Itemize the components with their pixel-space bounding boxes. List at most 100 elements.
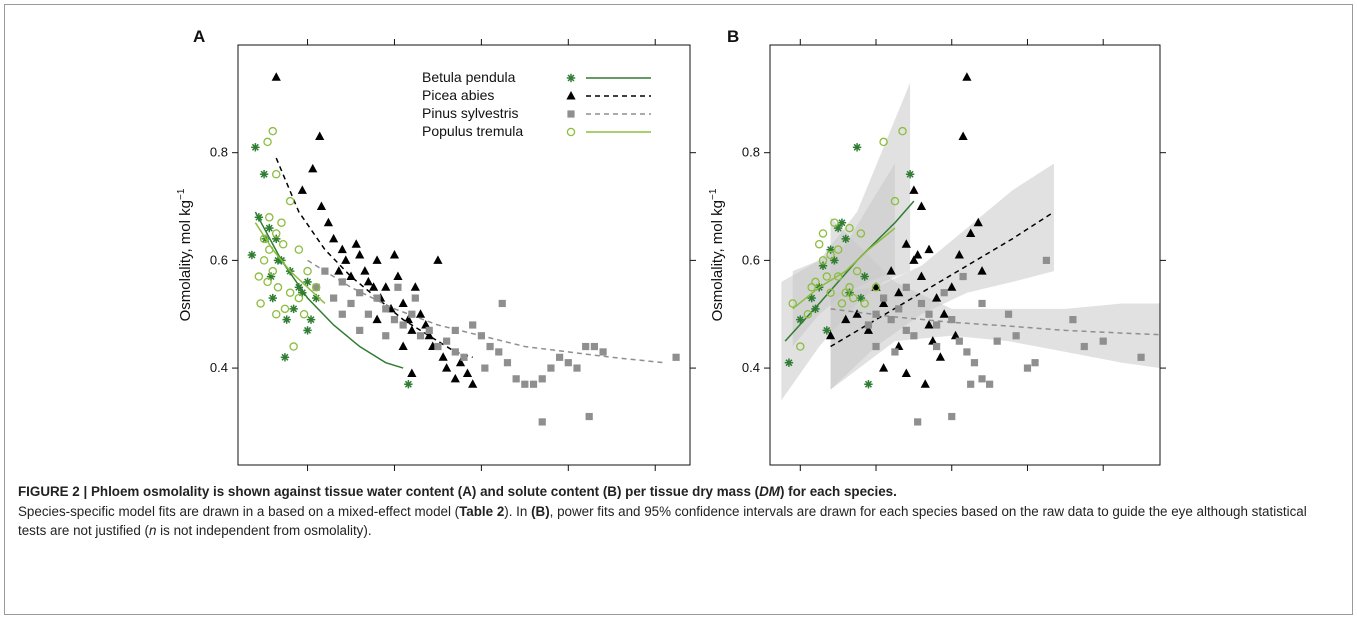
- data-point: [947, 282, 957, 291]
- data-point: [294, 245, 304, 254]
- data-point: [311, 283, 321, 292]
- data-point: [948, 412, 956, 421]
- data-point: [356, 326, 364, 334]
- data-point: [312, 283, 320, 291]
- data-point: [811, 277, 820, 287]
- series-pinus-sylvestris: [830, 256, 1160, 426]
- data-point: [486, 342, 494, 351]
- data-point: [254, 213, 264, 222]
- data-point: [860, 272, 869, 281]
- data-point: [538, 418, 546, 426]
- data-point: [986, 380, 994, 388]
- data-point: [315, 131, 325, 141]
- data-point: [285, 288, 295, 297]
- data-point: [372, 255, 382, 264]
- data-point: [959, 272, 967, 281]
- data-point: [481, 364, 489, 372]
- data-point: [872, 310, 880, 318]
- data-point: [347, 299, 355, 308]
- plot-frame: [237, 44, 691, 466]
- data-point: [924, 244, 934, 254]
- data-point: [369, 282, 379, 291]
- data-point: [564, 359, 572, 367]
- data-point: [265, 213, 274, 222]
- data-point: [833, 223, 843, 233]
- data-point: [410, 282, 420, 291]
- data-point: [852, 309, 862, 318]
- data-point: [864, 380, 873, 389]
- legend-marker: [566, 127, 576, 137]
- data-point: [468, 379, 478, 388]
- data-point: [788, 299, 797, 308]
- data-point: [363, 276, 373, 286]
- data-point: [411, 294, 419, 302]
- data-point: [928, 336, 938, 345]
- data-point: [803, 309, 813, 319]
- data-point: [299, 309, 309, 319]
- data-point: [807, 293, 816, 303]
- data-point: [833, 272, 843, 281]
- data-point: [895, 305, 903, 313]
- data-point: [894, 341, 904, 351]
- data-point: [841, 314, 851, 324]
- data-point: [837, 299, 847, 308]
- data-point: [818, 229, 828, 238]
- data-point: [460, 353, 468, 361]
- data-point: [338, 278, 346, 286]
- data-point: [404, 380, 413, 389]
- data-point: [303, 266, 312, 276]
- data-point: [256, 299, 265, 308]
- data-point: [955, 337, 963, 345]
- data-point: [1012, 332, 1020, 340]
- data-point: [398, 341, 408, 351]
- data-point: [271, 229, 281, 238]
- panel-label: B: [727, 27, 739, 46]
- data-point: [285, 196, 295, 206]
- data-point: [962, 72, 972, 81]
- fit-line: [792, 227, 896, 310]
- data-point: [529, 380, 538, 388]
- data-point: [360, 266, 370, 275]
- legend-marker: [566, 91, 576, 100]
- data-point: [259, 256, 269, 265]
- data-point: [796, 342, 805, 351]
- data-point: [1099, 337, 1107, 345]
- data-point: [268, 293, 277, 303]
- data-point: [933, 342, 941, 351]
- data-point: [913, 250, 923, 259]
- panel-label: A: [193, 27, 205, 46]
- data-point: [894, 287, 904, 297]
- data-point: [338, 310, 346, 318]
- data-point: [280, 304, 290, 314]
- series-betula-pendula: [247, 143, 413, 389]
- data-point: [346, 271, 356, 281]
- data-point: [451, 348, 459, 356]
- data-point: [879, 294, 888, 302]
- data-point: [826, 250, 835, 260]
- legend-label: Picea abies: [422, 87, 494, 103]
- data-point: [271, 309, 281, 319]
- data-point: [416, 332, 425, 340]
- data-point: [306, 315, 316, 324]
- caption-title: FIGURE 2 | Phloem osmolality is shown ag…: [18, 484, 897, 499]
- data-point: [298, 288, 307, 297]
- data-point: [902, 326, 910, 334]
- data-point: [521, 380, 529, 388]
- data-point: [498, 299, 506, 308]
- data-point: [434, 342, 442, 351]
- data-point: [280, 353, 290, 362]
- data-point: [925, 310, 933, 318]
- data-point: [935, 352, 945, 361]
- data-point: [863, 325, 874, 334]
- data-point: [351, 239, 361, 248]
- data-point: [547, 364, 555, 372]
- data-point: [856, 293, 866, 303]
- data-point: [993, 337, 1001, 345]
- data-point: [901, 368, 911, 377]
- y-tick-label: 0.6: [742, 252, 760, 267]
- data-point: [940, 289, 948, 297]
- y-tick-label: 0.6: [210, 252, 228, 267]
- y-tick-label: 0.4: [742, 360, 760, 375]
- data-point: [856, 229, 866, 238]
- data-point: [381, 282, 391, 291]
